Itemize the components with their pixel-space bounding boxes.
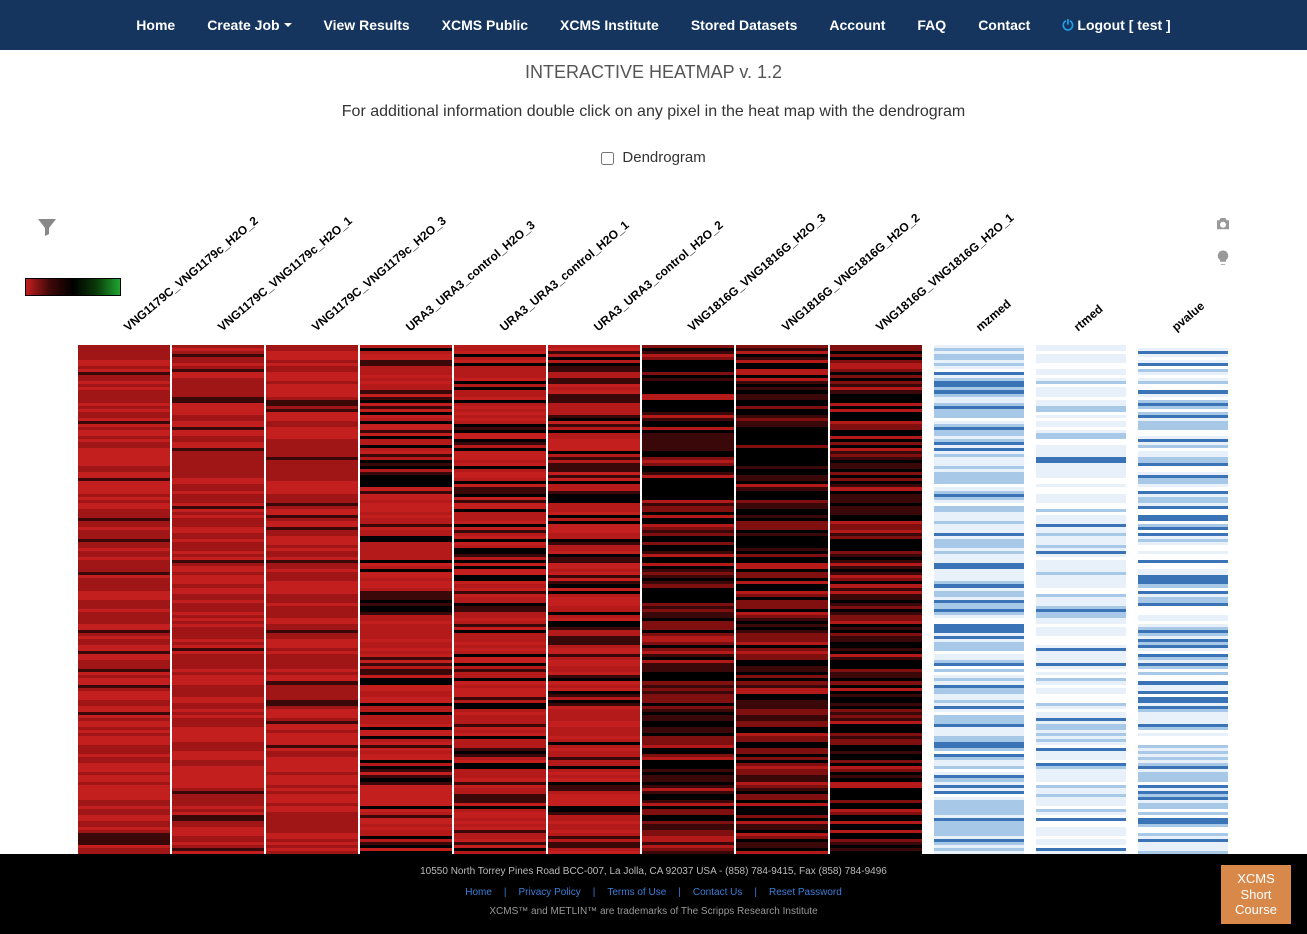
heatmap-column[interactable] — [172, 345, 264, 893]
footer-link-reset-password[interactable]: Reset Password — [769, 887, 842, 898]
heatmap-column[interactable] — [642, 345, 734, 893]
footer-link-privacy-policy[interactable]: Privacy Policy — [519, 887, 581, 898]
column-label: mzmed — [973, 297, 1014, 334]
logout-label: Logout [ test ] — [1077, 17, 1170, 33]
footer: 10550 North Torrey Pines Road BCC-007, L… — [0, 854, 1307, 934]
heatmap[interactable] — [78, 345, 1218, 893]
top-navbar: HomeCreate JobView ResultsXCMS PublicXCM… — [0, 0, 1307, 50]
heatmap-column[interactable] — [736, 345, 828, 893]
heatmap-column[interactable] — [548, 345, 640, 893]
nav-item-xcms-public[interactable]: XCMS Public — [426, 17, 544, 34]
nav-logout[interactable]: ⏻ Logout [ test ] — [1046, 17, 1186, 34]
nav-list: HomeCreate JobView ResultsXCMS PublicXCM… — [120, 17, 1186, 34]
heatmap-column[interactable] — [454, 345, 546, 893]
footer-link-terms-of-use[interactable]: Terms of Use — [607, 887, 666, 898]
footer-address: 10550 North Torrey Pines Road BCC-007, L… — [0, 866, 1307, 877]
nav-item-xcms-institute[interactable]: XCMS Institute — [544, 17, 675, 34]
heatmap-column[interactable] — [266, 345, 358, 893]
footer-link-separator: | — [504, 887, 507, 898]
xcms-course-badge[interactable]: XCMS Short Course — [1221, 865, 1291, 924]
footer-link-contact-us[interactable]: Contact Us — [693, 887, 742, 898]
nav-item-home[interactable]: Home — [120, 17, 191, 34]
footer-link-separator: | — [754, 887, 757, 898]
nav-item-create-job[interactable]: Create Job — [191, 17, 307, 34]
nav-item-stored-datasets[interactable]: Stored Datasets — [675, 17, 814, 34]
footer-links: Home | Privacy Policy | Terms of Use | Contact… — [0, 887, 1307, 898]
page-subtitle: For additional information double click … — [20, 103, 1287, 121]
footer-trademark: XCMS™ and METLIN™ are trademarks of The … — [0, 906, 1307, 917]
nav-item-contact[interactable]: Contact — [962, 17, 1046, 34]
page-title: INTERACTIVE HEATMAP v. 1.2 — [20, 62, 1287, 83]
column-label: rtmed — [1071, 302, 1106, 334]
camera-icon[interactable] — [1214, 215, 1232, 233]
color-legend — [25, 278, 121, 296]
dendrogram-toggle-row: Dendrogram — [20, 149, 1287, 166]
heatmap-column[interactable] — [1036, 345, 1126, 893]
lightbulb-icon[interactable] — [1214, 249, 1232, 267]
nav-item-faq[interactable]: FAQ — [901, 17, 962, 34]
heatmap-column[interactable] — [1138, 345, 1228, 893]
column-label: pvalue — [1169, 299, 1207, 334]
footer-link-home[interactable]: Home — [465, 887, 492, 898]
heatmap-column[interactable] — [360, 345, 452, 893]
heatmap-column[interactable] — [78, 345, 170, 893]
power-icon: ⏻ — [1062, 17, 1073, 34]
nav-item-account[interactable]: Account — [813, 17, 901, 34]
right-toolbar — [1214, 215, 1232, 267]
dendrogram-checkbox[interactable] — [601, 152, 614, 165]
footer-link-separator: | — [678, 887, 681, 898]
heatmap-column[interactable] — [934, 345, 1024, 893]
footer-link-separator: | — [593, 887, 596, 898]
heatmap-column[interactable] — [830, 345, 922, 893]
main-content: INTERACTIVE HEATMAP v. 1.2 For additiona… — [0, 50, 1307, 854]
dendrogram-label: Dendrogram — [622, 149, 705, 166]
filter-icon[interactable] — [35, 215, 59, 239]
caret-down-icon — [284, 23, 292, 27]
nav-item-view-results[interactable]: View Results — [308, 17, 426, 34]
